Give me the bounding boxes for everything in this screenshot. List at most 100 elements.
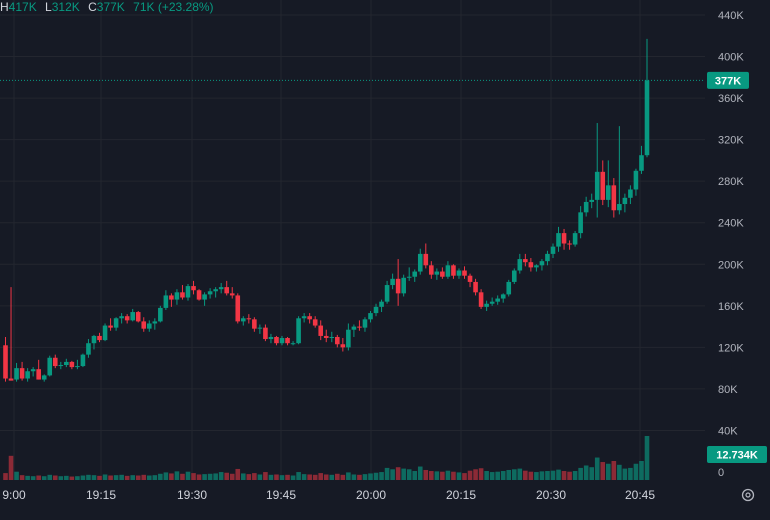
candle-body[interactable] [617, 204, 622, 211]
candle-body[interactable] [473, 281, 478, 293]
candle-body[interactable] [323, 335, 329, 339]
candle-body[interactable] [30, 369, 36, 372]
candle-body[interactable] [401, 277, 406, 294]
candle-body[interactable] [528, 262, 534, 268]
candle-body[interactable] [252, 319, 257, 329]
candle-body[interactable] [572, 233, 578, 245]
candle-body[interactable] [124, 316, 130, 321]
candle-body[interactable] [644, 80, 650, 156]
candle-body[interactable] [58, 365, 64, 367]
candle-body[interactable] [329, 336, 335, 339]
candle-body[interactable] [19, 368, 25, 379]
candle-body[interactable] [263, 327, 268, 340]
candle-body[interactable] [130, 312, 135, 321]
candle-body[interactable] [567, 243, 572, 245]
candle-body[interactable] [86, 343, 91, 355]
candle-body[interactable] [141, 321, 147, 329]
candle-body[interactable] [633, 170, 639, 190]
candle-body[interactable] [268, 336, 274, 340]
candle-body[interactable] [218, 287, 224, 290]
candle-body[interactable] [467, 275, 473, 282]
candle-body[interactable] [368, 313, 373, 320]
candle-body[interactable] [351, 326, 357, 330]
candle-body[interactable] [202, 294, 207, 300]
candle-body[interactable] [113, 318, 119, 328]
candle-body[interactable] [213, 289, 218, 292]
candle-body[interactable] [47, 357, 53, 376]
candle-body[interactable] [207, 291, 213, 295]
candle-body[interactable] [440, 271, 445, 277]
candle-body[interactable] [384, 285, 390, 302]
candle-body[interactable] [152, 321, 158, 324]
candle-body[interactable] [3, 345, 8, 379]
candle-body[interactable] [495, 298, 500, 302]
candle-body[interactable] [97, 335, 102, 341]
candle-body[interactable] [578, 212, 583, 234]
candle-body[interactable] [346, 329, 351, 348]
candle-body[interactable] [412, 271, 418, 277]
candle-body[interactable] [511, 270, 517, 282]
candle-body[interactable] [235, 295, 241, 322]
candle-body[interactable] [489, 301, 495, 304]
candle-body[interactable] [229, 293, 235, 296]
candle-body[interactable] [14, 368, 19, 380]
candle-body[interactable] [36, 369, 41, 380]
candle-body[interactable] [8, 378, 14, 381]
candle-body[interactable] [75, 366, 80, 368]
candle-body[interactable] [556, 233, 561, 247]
candle-body[interactable] [180, 292, 185, 298]
candle-body[interactable] [506, 281, 512, 295]
candle-body[interactable] [583, 201, 589, 213]
candle-body[interactable] [395, 278, 401, 294]
candle-body[interactable] [185, 286, 191, 298]
candle-body[interactable] [451, 265, 456, 276]
candle-body[interactable] [639, 155, 644, 171]
candle-body[interactable] [628, 189, 633, 198]
candle-body[interactable] [119, 316, 124, 319]
candle-body[interactable] [52, 357, 58, 367]
candle-body[interactable] [390, 278, 395, 286]
candle-body[interactable] [296, 318, 301, 344]
candle-body[interactable] [357, 326, 362, 328]
candle-body[interactable] [379, 301, 384, 307]
candle-body[interactable] [500, 294, 506, 299]
candle-body[interactable] [335, 336, 340, 345]
candle-body[interactable] [135, 312, 141, 322]
candle-body[interactable] [312, 319, 318, 326]
candle-body[interactable] [539, 261, 545, 266]
candle-body[interactable] [274, 336, 279, 344]
candle-body[interactable] [550, 246, 556, 254]
candle-body[interactable] [318, 325, 324, 336]
candle-body[interactable] [611, 185, 617, 211]
candle-body[interactable] [301, 316, 307, 319]
candle-body[interactable] [406, 276, 412, 278]
candle-body[interactable] [80, 354, 86, 367]
candle-body[interactable] [523, 259, 528, 263]
candle-body[interactable] [290, 343, 296, 345]
candle-body[interactable] [108, 325, 113, 328]
candle-body[interactable] [163, 295, 169, 308]
candle-body[interactable] [174, 292, 180, 300]
candle-body[interactable] [91, 335, 97, 344]
candle-body[interactable] [600, 171, 606, 200]
candle-body[interactable] [417, 253, 423, 272]
candle-body[interactable] [589, 199, 594, 202]
candles[interactable] [3, 38, 650, 382]
candle-body[interactable] [434, 271, 440, 275]
candle-body[interactable] [196, 290, 202, 300]
candle-body[interactable] [362, 319, 368, 328]
candle-body[interactable] [285, 338, 290, 344]
candle-body[interactable] [41, 375, 47, 380]
candle-body[interactable] [69, 361, 75, 368]
candle-body[interactable] [456, 270, 462, 276]
candle-body[interactable] [169, 295, 174, 300]
candle-body[interactable] [462, 270, 467, 276]
candle-body[interactable] [429, 265, 434, 275]
candle-body[interactable] [64, 361, 69, 366]
gear-icon[interactable] [741, 488, 755, 502]
settings-button[interactable] [741, 488, 755, 502]
candle-body[interactable] [423, 253, 429, 266]
candle-body[interactable] [224, 287, 230, 294]
candle-body[interactable] [25, 371, 30, 379]
